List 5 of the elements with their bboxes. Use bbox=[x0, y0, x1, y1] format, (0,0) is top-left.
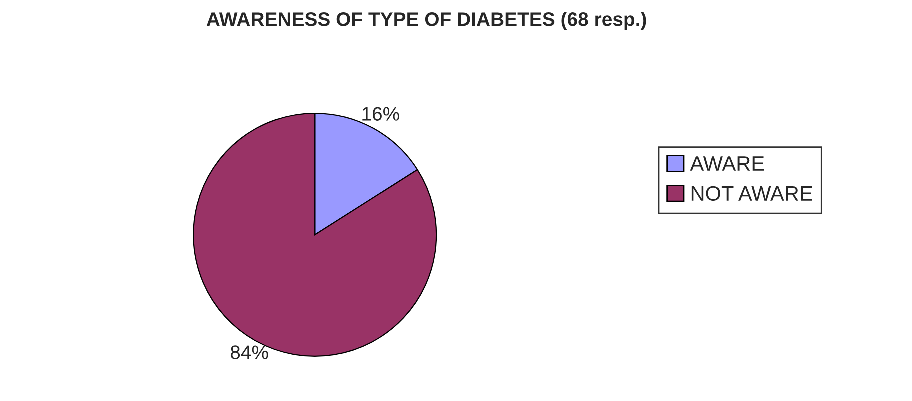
data-label: 84% bbox=[230, 346, 268, 360]
legend-label: AWARE bbox=[690, 156, 764, 171]
data-label: 16% bbox=[362, 107, 400, 121]
legend-label: NOT AWARE bbox=[692, 186, 812, 202]
chart-title: AWARENESS OF TYPE OF DIABETES (68 resp.) bbox=[206, 12, 646, 30]
